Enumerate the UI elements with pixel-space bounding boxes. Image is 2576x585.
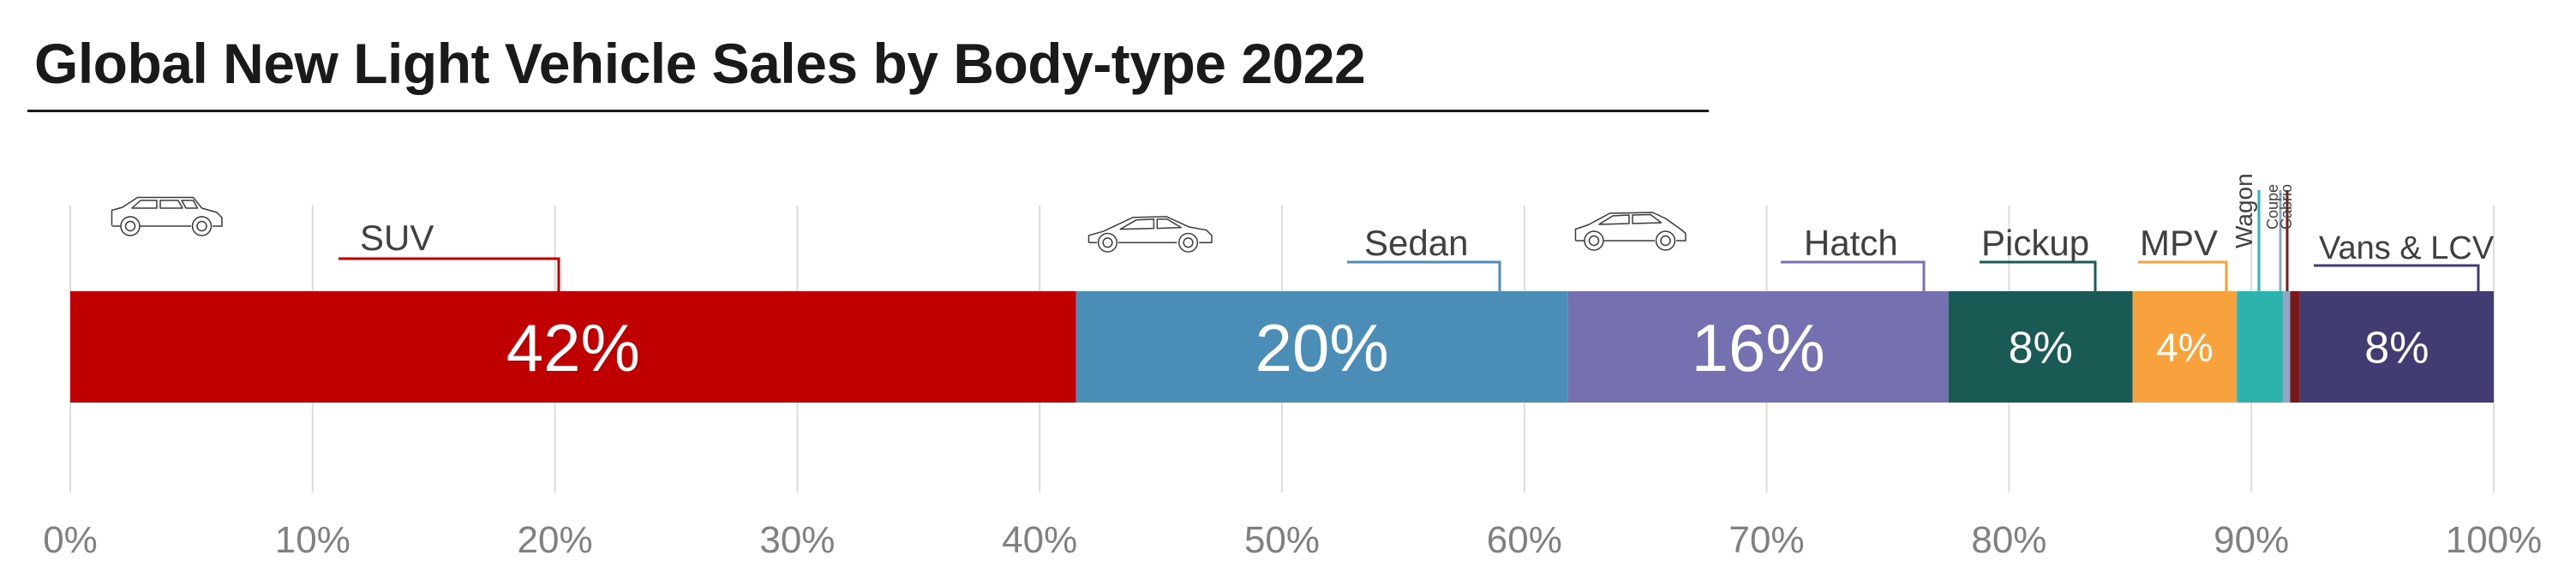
data-label: 8% xyxy=(2364,324,2429,373)
segment-name-label: Pickup xyxy=(1981,223,2089,263)
bar-segment xyxy=(1567,291,1949,403)
segment-name-label: SUV xyxy=(360,218,434,258)
chart-title: Global New Light Vehicle Sales by Body-t… xyxy=(34,32,1366,95)
data-label: 42% xyxy=(506,310,640,385)
x-tick-label: 30% xyxy=(759,519,835,561)
suv-car-icon xyxy=(111,196,223,236)
callout-line xyxy=(1781,260,1926,291)
callout-line xyxy=(1347,260,1501,291)
x-tick-label: 90% xyxy=(2214,519,2289,561)
bar-segment xyxy=(2237,291,2283,403)
callout-line xyxy=(1980,260,2097,291)
segment-name-label: Coupe xyxy=(2264,184,2281,230)
bar-segment xyxy=(2282,291,2291,403)
bar-segment xyxy=(2299,291,2494,403)
x-tick-label: 10% xyxy=(275,519,350,561)
segment-name-label: Cabrio xyxy=(2278,184,2295,230)
segment-name-label: Wagon xyxy=(2231,173,2257,248)
hatchback-car-icon xyxy=(1574,212,1686,251)
segment-name-label: Hatch xyxy=(1804,223,1898,263)
x-tick-label: 100% xyxy=(2446,519,2543,561)
segment-name-label: MPV xyxy=(2140,223,2218,263)
x-tick-label: 20% xyxy=(518,519,593,561)
sedan-car-icon xyxy=(1087,216,1213,253)
bar-segment xyxy=(2290,291,2300,403)
callout-line xyxy=(2314,264,2480,291)
x-tick-label: 0% xyxy=(43,519,98,561)
data-label: 20% xyxy=(1255,310,1389,385)
bar-segment xyxy=(70,291,1076,403)
x-tick-label: 50% xyxy=(1244,519,1320,561)
segment-name-label: Sedan xyxy=(1364,223,1468,263)
data-label: 16% xyxy=(1692,310,1825,385)
x-tick-label: 40% xyxy=(1002,519,1077,561)
x-tick-label: 80% xyxy=(1971,519,2046,561)
callout-line xyxy=(2138,260,2228,291)
data-label: 4% xyxy=(2156,325,2213,370)
bar-segment xyxy=(1948,291,2133,403)
title-underline xyxy=(27,110,1709,112)
bar-segment xyxy=(1075,291,1568,403)
bar-segment xyxy=(2132,291,2238,403)
x-tick-label: 70% xyxy=(1729,519,1805,561)
segment-name-label: Vans & LCV xyxy=(2319,230,2495,266)
callout-line xyxy=(338,257,560,291)
x-tick-label: 60% xyxy=(1487,519,1562,561)
data-label: 8% xyxy=(2009,324,2073,373)
